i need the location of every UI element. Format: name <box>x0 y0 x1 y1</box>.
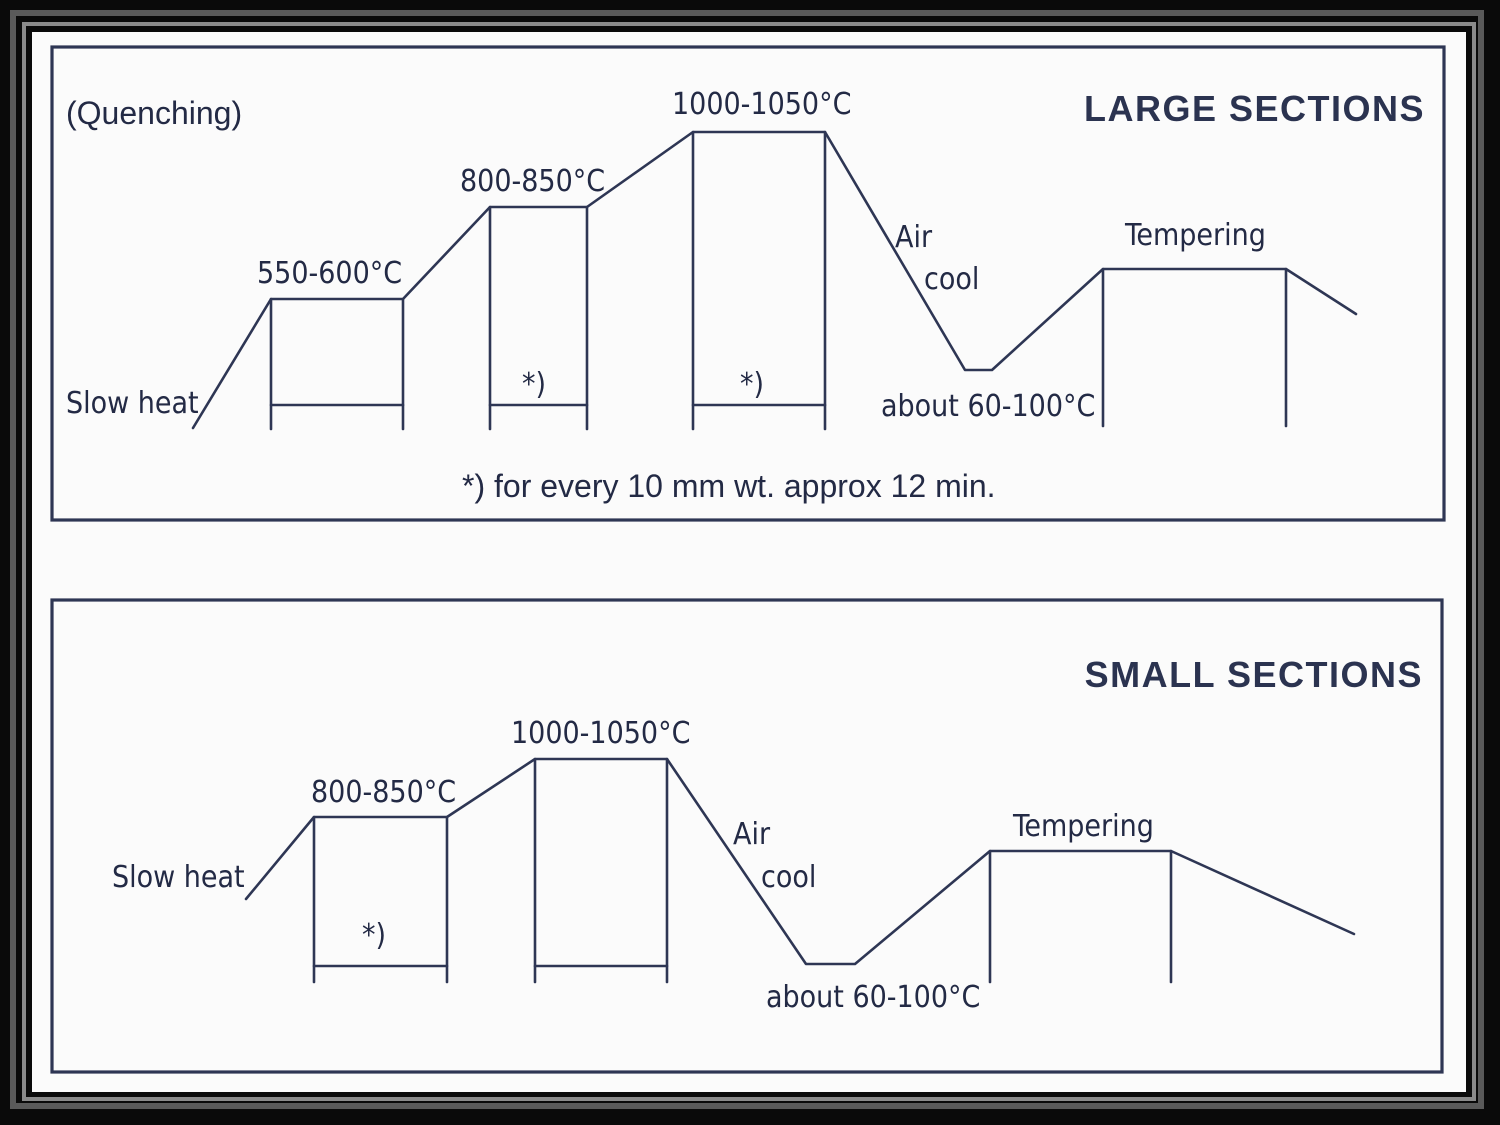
large-temp-550-label: 550-600°C <box>257 256 402 291</box>
large-hold-mark-b: *) <box>740 367 764 402</box>
small-hold-mark: *) <box>362 918 386 953</box>
small-tempering-label: Tempering <box>1012 809 1154 844</box>
small-sections-panel: SMALL SECTIONS Slow heat 800-850°C 1000-… <box>50 598 1444 1074</box>
small-sections-title: SMALL SECTIONS <box>1085 654 1423 695</box>
large-slow-heat-label: Slow heat <box>66 386 199 421</box>
inner-frame <box>22 22 1476 1101</box>
large-cool-label: cool <box>924 262 979 297</box>
small-temperature-profile <box>244 757 1356 966</box>
small-temp-800-label: 800-850°C <box>311 775 456 810</box>
small-temp-1000-label: 1000-1050°C <box>511 716 690 751</box>
large-temp-800-label: 800-850°C <box>460 164 605 199</box>
paper-sheet <box>32 32 1466 1092</box>
large-process-label: (Quenching) <box>66 95 242 131</box>
large-footnote: *) for every 10 mm wt. approx 12 min. <box>462 468 996 504</box>
large-sections-title: LARGE SECTIONS <box>1084 88 1425 129</box>
small-panel-border <box>50 598 1444 1074</box>
large-panel-border <box>50 45 1446 522</box>
small-cool-label: cool <box>761 860 816 895</box>
large-air-label: Air <box>895 220 933 255</box>
small-hold-verticals <box>312 757 1173 984</box>
small-about-temp-label: about 60-100°C <box>766 980 980 1015</box>
small-air-label: Air <box>733 817 771 852</box>
outer-frame <box>10 10 1484 1109</box>
large-temperature-profile <box>191 130 1358 430</box>
large-hold-verticals <box>269 130 1288 431</box>
large-tempering-label: Tempering <box>1124 218 1266 253</box>
large-hold-mark-a: *) <box>522 367 546 402</box>
large-about-temp-label: about 60-100°C <box>881 389 1095 424</box>
large-temp-1000-label: 1000-1050°C <box>672 87 851 122</box>
small-slow-heat-label: Slow heat <box>112 860 245 895</box>
large-sections-panel: (Quenching) LARGE SECTIONS Slow heat 550… <box>50 45 1446 522</box>
